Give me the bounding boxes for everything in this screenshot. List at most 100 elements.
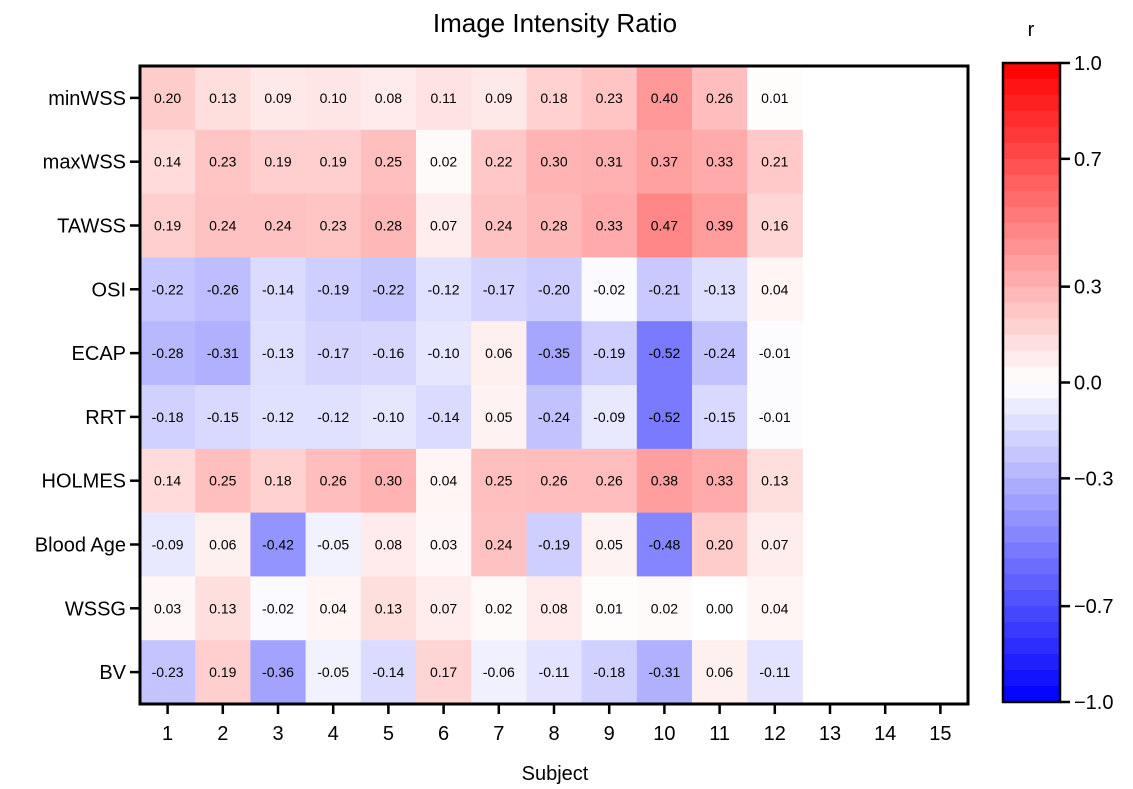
- heatmap-cell: [581, 512, 638, 577]
- cell-value-label: 0.20: [154, 90, 181, 106]
- y-tick-label: OSI: [92, 279, 126, 301]
- heatmap-cell: [636, 640, 693, 705]
- heatmap-cell: [140, 257, 196, 322]
- cell-value-label: -0.52: [648, 345, 680, 361]
- heatmap-cell: [581, 576, 638, 641]
- colorbar-band: [1003, 254, 1060, 272]
- cell-value-label: -0.12: [428, 281, 460, 297]
- cell-value-label: -0.11: [759, 664, 790, 680]
- cell-value-label: -0.36: [262, 664, 294, 680]
- colorbar-band: [1003, 606, 1060, 623]
- heatmap-cell: [526, 321, 583, 386]
- heatmap-cell: [360, 129, 417, 195]
- heatmap-cell: [526, 257, 583, 322]
- heatmap-cell: [636, 66, 693, 131]
- cell-value-label: 0.04: [430, 473, 457, 489]
- y-tick-label: HOLMES: [42, 471, 126, 493]
- cell-value-label: 0.28: [375, 218, 402, 234]
- colorbar-band: [1003, 494, 1060, 511]
- cell-value-label: 0.16: [761, 218, 788, 234]
- heatmap-cell: [692, 193, 748, 258]
- cell-value-label: 0.14: [154, 154, 181, 170]
- cell-value-label: 0.01: [761, 90, 788, 106]
- colorbar-tick-label: 1.0: [1074, 53, 1102, 75]
- cell-value-label: 0.33: [706, 154, 733, 170]
- heatmap-cell: [416, 385, 472, 450]
- cell-value-label: -0.13: [704, 281, 736, 297]
- cell-value-label: 0.26: [540, 473, 567, 489]
- heatmap-cell: [195, 66, 251, 131]
- cell-value-label: 0.33: [596, 218, 623, 234]
- heatmap-cell: [195, 448, 251, 514]
- cell-value-label: -0.15: [207, 409, 239, 425]
- colorbar-band: [1003, 270, 1060, 288]
- heatmap-cell: [581, 448, 638, 514]
- heatmap-cell: [416, 512, 472, 577]
- cell-value-label: -0.14: [372, 664, 404, 680]
- cell-value-label: -0.22: [372, 281, 404, 297]
- heatmap-cell: [692, 321, 748, 386]
- x-tick-label: 12: [764, 723, 786, 745]
- heatmap-cell: [471, 640, 527, 705]
- cell-value-label: -0.23: [152, 664, 184, 680]
- heatmap-cell: [305, 576, 362, 641]
- heatmap-cell: [360, 576, 417, 641]
- heatmap-cell: [250, 512, 307, 577]
- heatmap-cell: [305, 512, 362, 577]
- heatmap-cell: [250, 193, 307, 258]
- heatmap-cell: [140, 448, 196, 514]
- cell-value-label: 0.17: [430, 664, 457, 680]
- heatmap-cell: [305, 193, 362, 258]
- heatmap-cell: [195, 512, 251, 577]
- colorbar-band: [1003, 110, 1060, 128]
- cell-value-label: 0.20: [706, 537, 733, 553]
- x-tick-label: 11: [709, 723, 730, 745]
- heatmap-cell: [692, 66, 748, 131]
- x-tick-label: 8: [548, 723, 559, 745]
- colorbar-band: [1003, 510, 1060, 527]
- cell-value-label: -0.48: [648, 537, 680, 553]
- cell-value-label: -0.19: [538, 537, 570, 553]
- cell-value-label: 0.28: [540, 218, 567, 234]
- heatmap-cell: [140, 512, 196, 577]
- heatmap-cell: [305, 257, 362, 322]
- cell-value-label: 0.04: [761, 281, 788, 297]
- cell-value-label: -0.17: [317, 345, 349, 361]
- heatmap-cell: [471, 321, 527, 386]
- cell-value-label: 0.13: [375, 600, 402, 616]
- heatmap-cell: [747, 448, 803, 514]
- x-tick-label: 13: [819, 723, 841, 745]
- heatmap-cell-labels: 0.20 0.13 0.09 0.10 0.08 0.11 0.09 0.18 0.23 0.40…: [152, 90, 791, 680]
- cell-value-label: 0.39: [706, 218, 733, 234]
- cell-value-label: 0.23: [320, 218, 347, 234]
- heatmap-cell: [250, 448, 307, 514]
- x-tick-label: 10: [653, 723, 675, 745]
- cell-value-label: 0.33: [706, 473, 733, 489]
- heatmap-cell: [360, 385, 417, 450]
- cell-value-label: -0.01: [759, 345, 791, 361]
- heatmap-cell: [195, 193, 251, 258]
- colorbar-band: [1003, 398, 1060, 415]
- cell-value-label: 0.19: [154, 218, 181, 234]
- y-tick-label: ECAP: [72, 343, 126, 365]
- y-tick-label: maxWSS: [43, 152, 126, 174]
- x-tick-label: 5: [383, 723, 394, 745]
- heatmap-cell: [416, 257, 472, 322]
- cell-value-label: 0.08: [540, 600, 567, 616]
- cell-value-label: -0.35: [538, 345, 570, 361]
- heatmap-cells: [140, 66, 803, 705]
- heatmap-cell: [305, 66, 362, 131]
- cell-value-label: 0.21: [761, 154, 788, 170]
- heatmap-cell: [636, 448, 693, 514]
- heatmap-cell: [360, 257, 417, 322]
- cell-value-label: 0.19: [209, 664, 236, 680]
- heatmap-cell: [747, 193, 803, 258]
- colorbar-band: [1003, 574, 1060, 591]
- y-tick-label: Blood Age: [35, 535, 126, 557]
- cell-value-label: 0.30: [540, 154, 567, 170]
- colorbar-band: [1003, 126, 1060, 144]
- heatmap-cell: [636, 193, 693, 258]
- colorbar-band: [1003, 78, 1060, 96]
- heatmap-cell: [471, 257, 527, 322]
- heatmap-cell: [250, 129, 307, 195]
